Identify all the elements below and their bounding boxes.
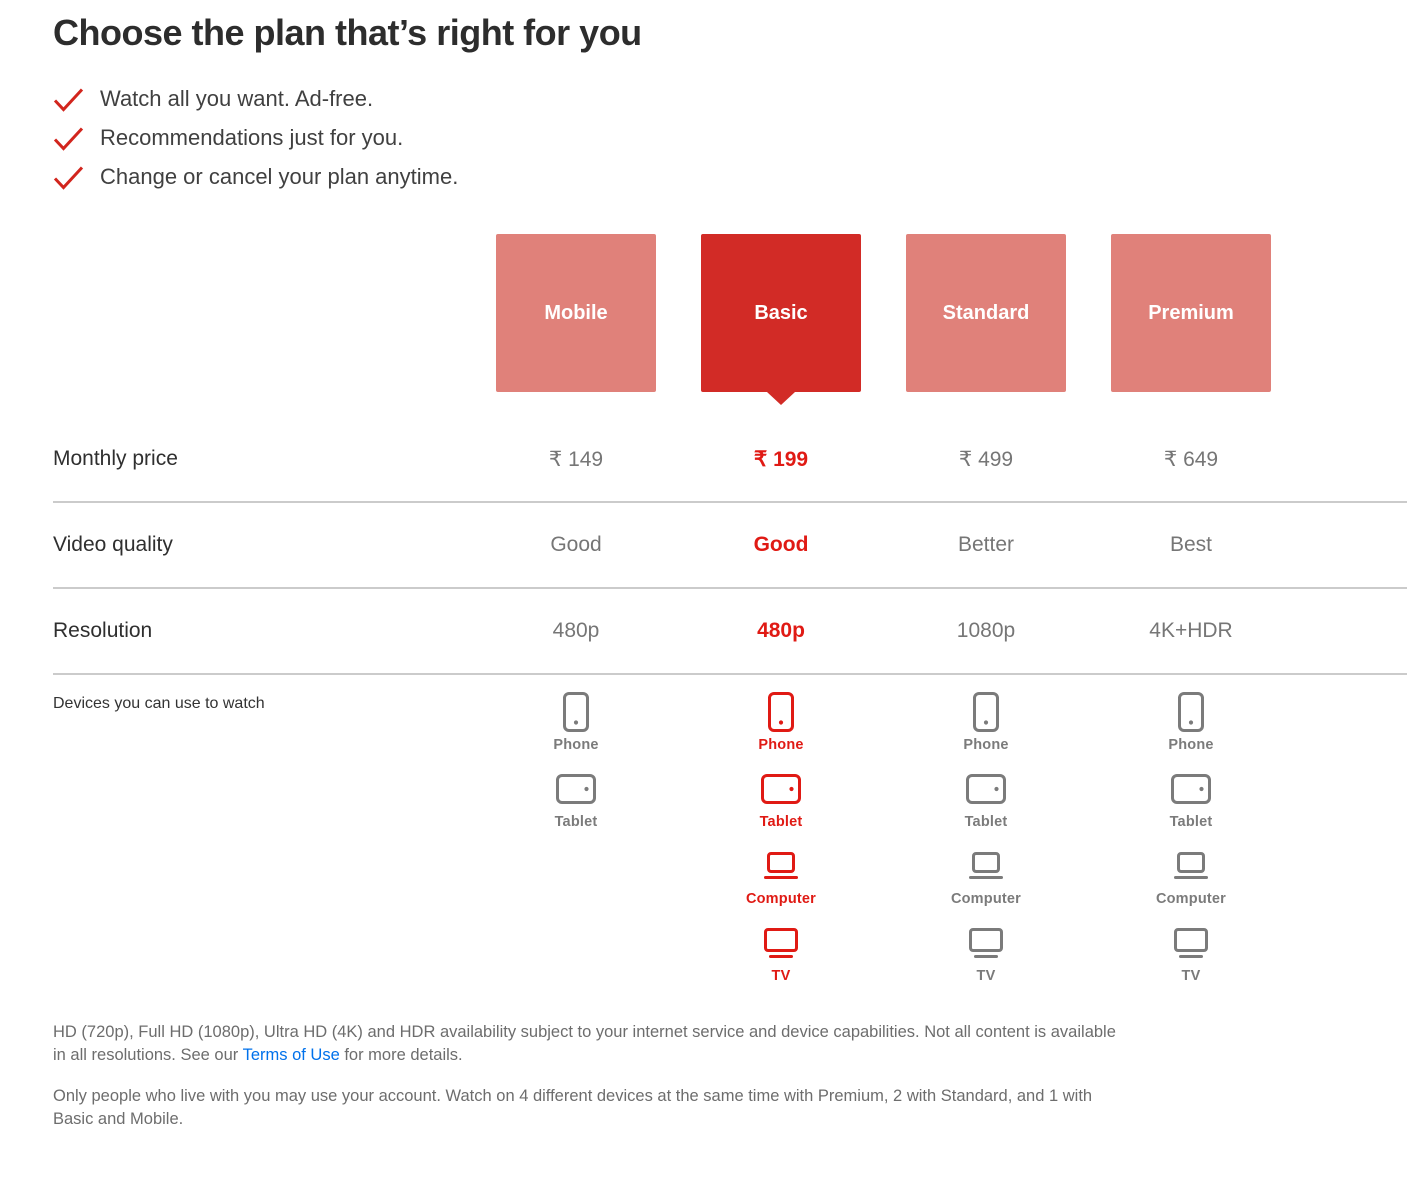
device-tablet-premium: Tablet xyxy=(1170,768,1213,830)
footnote-resolution-disclaimer: HD (720p), Full HD (1080p), Ultra HD (4K… xyxy=(53,1021,1128,1067)
phone-icon xyxy=(1178,691,1204,733)
device-computer-standard: Computer xyxy=(951,845,1021,907)
tablet-icon xyxy=(760,768,801,810)
device-phone-premium: Phone xyxy=(1168,691,1213,753)
plan-card-standard[interactable]: Standard xyxy=(906,234,1066,392)
resolution-value-basic: 480p xyxy=(757,619,805,642)
footnote-text-before-link: HD (720p), Full HD (1080p), Ultra HD (4K… xyxy=(53,1023,1116,1065)
check-icon xyxy=(53,126,84,151)
cards-row-spacer xyxy=(53,234,451,392)
tablet-icon xyxy=(1170,768,1211,810)
plan-card-label: Standard xyxy=(942,301,1030,324)
device-computer-premium: Computer xyxy=(1156,845,1226,907)
device-phone-mobile: Phone xyxy=(553,691,598,753)
price-value-basic: ₹ 199 xyxy=(753,447,809,471)
plan-card-basic[interactable]: Basic xyxy=(701,234,861,392)
video-quality-value-basic: Good xyxy=(753,533,809,556)
plan-card-mobile[interactable]: Mobile xyxy=(496,234,656,392)
device-stack-premium: Phone Tablet Computer TV xyxy=(1111,685,1271,999)
device-stack-mobile: Phone Tablet xyxy=(496,685,656,845)
device-tv-standard: TV xyxy=(969,922,1003,984)
price-value-mobile: ₹ 149 xyxy=(548,447,604,471)
device-computer-basic: Computer xyxy=(746,845,816,907)
device-label: Phone xyxy=(758,737,804,753)
price-value-standard: ₹ 499 xyxy=(958,447,1014,471)
device-stack-standard: Phone Tablet Computer TV xyxy=(906,685,1066,999)
plan-card-premium[interactable]: Premium xyxy=(1111,234,1271,392)
phone-icon xyxy=(768,691,794,733)
price-value-premium: ₹ 649 xyxy=(1163,447,1219,471)
device-label: Phone xyxy=(553,737,599,753)
device-label: Phone xyxy=(963,737,1009,753)
resolution-row: Resolution 480p 480p 1080p 4K+HDR xyxy=(53,589,1407,675)
plan-card-label: Mobile xyxy=(544,301,608,324)
device-label: Computer xyxy=(950,891,1022,907)
benefit-item: Change or cancel your plan anytime. xyxy=(53,164,1407,190)
row-label-devices: Devices you can use to watch xyxy=(53,695,265,712)
resolution-value-mobile: 480p xyxy=(552,619,600,642)
page-title: Choose the plan that’s right for you xyxy=(53,12,642,53)
plan-card-label: Basic xyxy=(754,301,808,324)
video-quality-value-standard: Better xyxy=(957,533,1015,556)
benefit-text: Recommendations just for you. xyxy=(100,125,404,150)
device-tablet-standard: Tablet xyxy=(965,768,1008,830)
device-label: Phone xyxy=(1168,737,1214,753)
device-label: Tablet xyxy=(759,814,803,830)
devices-row: Devices you can use to watch Phone Tablet… xyxy=(53,675,1407,999)
resolution-value-standard: 1080p xyxy=(956,619,1016,642)
benefit-text: Change or cancel your plan anytime. xyxy=(100,164,459,189)
computer-icon xyxy=(968,845,1004,887)
device-tv-premium: TV xyxy=(1174,922,1208,984)
device-label: TV xyxy=(771,968,791,984)
footnotes: HD (720p), Full HD (1080p), Ultra HD (4K… xyxy=(53,1021,1128,1131)
computer-icon xyxy=(763,845,799,887)
device-phone-standard: Phone xyxy=(963,691,1008,753)
check-icon xyxy=(53,165,84,190)
device-stack-basic: Phone Tablet Computer TV xyxy=(701,685,861,999)
benefits-list: Watch all you want. Ad-free. Recommendati… xyxy=(53,86,1407,190)
device-tablet-basic: Tablet xyxy=(760,768,803,830)
plan-card-label: Premium xyxy=(1148,301,1234,324)
tablet-icon xyxy=(965,768,1006,810)
tablet-icon xyxy=(555,768,596,810)
check-icon xyxy=(53,87,84,112)
tv-icon xyxy=(764,922,798,964)
phone-icon xyxy=(563,691,589,733)
computer-icon xyxy=(1173,845,1209,887)
video-quality-row: Video quality Good Good Better Best xyxy=(53,503,1407,589)
device-label: Computer xyxy=(1155,891,1227,907)
row-label-video-quality: Video quality xyxy=(53,533,173,556)
device-label: Computer xyxy=(745,891,817,907)
device-label: Tablet xyxy=(1169,814,1213,830)
benefit-item: Watch all you want. Ad-free. xyxy=(53,86,1407,112)
video-quality-value-mobile: Good xyxy=(550,533,602,556)
device-label: TV xyxy=(976,968,996,984)
plan-cards-row: Mobile Basic Standard Premium xyxy=(53,234,1407,392)
row-label-monthly-price: Monthly price xyxy=(53,447,178,470)
footnote-text-after-link: for more details. xyxy=(339,1046,463,1065)
tv-icon xyxy=(1174,922,1208,964)
video-quality-value-premium: Best xyxy=(1169,533,1213,556)
terms-of-use-link[interactable]: Terms of Use xyxy=(242,1046,340,1065)
device-label: Tablet xyxy=(554,814,598,830)
benefit-text: Watch all you want. Ad-free. xyxy=(100,86,374,111)
device-tv-basic: TV xyxy=(764,922,798,984)
monthly-price-row: Monthly price ₹ 149 ₹ 199 ₹ 499 ₹ 649 xyxy=(53,405,1407,503)
device-tablet-mobile: Tablet xyxy=(555,768,598,830)
footnote-household-disclaimer: Only people who live with you may use yo… xyxy=(53,1087,1093,1129)
benefit-item: Recommendations just for you. xyxy=(53,125,1407,151)
tv-icon xyxy=(969,922,1003,964)
resolution-value-premium: 4K+HDR xyxy=(1149,619,1233,642)
device-phone-basic: Phone xyxy=(758,691,803,753)
row-label-resolution: Resolution xyxy=(53,619,153,642)
phone-icon xyxy=(973,691,999,733)
device-label: TV xyxy=(1181,968,1201,984)
device-label: Tablet xyxy=(964,814,1008,830)
